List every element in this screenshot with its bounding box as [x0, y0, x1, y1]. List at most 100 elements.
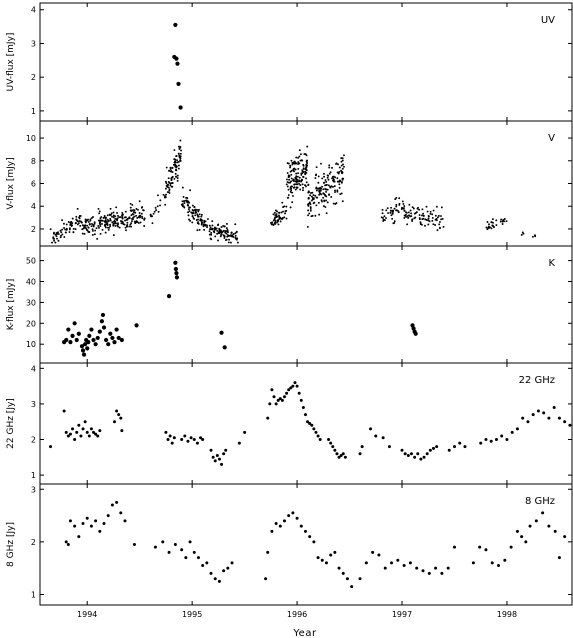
ytick-label-v: 2 — [31, 225, 36, 234]
data-point-v — [336, 189, 339, 192]
data-point-v — [425, 219, 428, 222]
data-point-v — [424, 218, 427, 221]
data-point-v — [116, 224, 119, 227]
data-point-v — [214, 227, 217, 230]
data-point-22-ghz — [484, 438, 488, 442]
data-point-v — [54, 241, 57, 244]
data-point-k — [101, 325, 107, 330]
data-point-v — [339, 180, 342, 183]
data-point-k — [173, 266, 178, 272]
data-point-v — [62, 222, 65, 225]
data-point-v — [84, 221, 87, 224]
data-point-22-ghz — [329, 441, 333, 445]
data-point-8-ghz — [217, 579, 221, 583]
data-point-v — [435, 205, 438, 208]
data-point-v — [53, 239, 56, 242]
data-point-v — [93, 222, 96, 225]
data-point-v — [151, 215, 154, 218]
data-point-v — [168, 189, 171, 192]
data-point-v — [327, 184, 330, 187]
data-point-v — [186, 197, 189, 199]
data-point-22-ghz — [542, 411, 546, 415]
ytick-label-22-ghz: 3 — [31, 400, 36, 409]
data-point-22-ghz — [316, 434, 320, 438]
data-point-22-ghz — [73, 438, 77, 442]
data-point-v — [226, 235, 229, 238]
data-point-v — [306, 225, 309, 228]
data-point-v — [340, 164, 343, 167]
data-point-22-ghz — [327, 438, 331, 442]
data-point-v — [282, 210, 284, 213]
data-point-v — [106, 214, 109, 217]
data-point-v — [99, 232, 102, 235]
data-point-v — [107, 220, 110, 223]
data-point-v — [124, 219, 126, 222]
data-point-v — [159, 199, 162, 202]
data-point-v — [111, 215, 113, 218]
data-point-22-ghz — [301, 405, 305, 409]
data-point-22-ghz — [479, 441, 483, 445]
data-point-v — [131, 213, 134, 215]
data-point-v — [232, 233, 235, 236]
panel-label-v: V — [548, 133, 555, 144]
data-point-v — [277, 219, 280, 222]
data-point-v — [173, 163, 176, 166]
data-point-k — [68, 340, 73, 345]
data-point-v — [236, 237, 239, 240]
data-point-v — [191, 204, 194, 207]
ytick-label-v: 8 — [31, 157, 36, 166]
data-point-22-ghz — [96, 434, 100, 438]
data-point-v — [410, 212, 413, 215]
data-point-v — [198, 208, 200, 211]
data-point-v — [231, 234, 234, 237]
data-point-v — [386, 207, 389, 210]
data-point-v — [187, 208, 190, 211]
data-point-v — [434, 214, 437, 217]
data-point-v — [299, 184, 302, 187]
data-point-v — [431, 213, 434, 216]
data-point-v — [142, 209, 145, 212]
data-point-v — [87, 226, 90, 229]
data-point-v — [109, 213, 112, 216]
data-point-v — [181, 200, 184, 203]
data-point-v — [193, 206, 196, 209]
data-point-v — [141, 217, 144, 220]
data-point-v — [315, 189, 318, 192]
data-point-22-ghz — [117, 413, 121, 417]
data-point-v — [134, 211, 137, 214]
data-point-v — [429, 212, 432, 215]
data-point-k — [85, 346, 90, 351]
data-point-v — [420, 223, 423, 226]
data-point-v — [85, 227, 88, 230]
data-point-v — [232, 235, 235, 238]
data-point-v — [298, 162, 301, 165]
data-point-22-ghz — [119, 416, 123, 420]
data-point-v — [129, 223, 132, 226]
data-point-v — [341, 167, 344, 170]
data-point-8-ghz — [337, 566, 341, 570]
data-point-v — [300, 173, 303, 176]
data-point-v — [500, 218, 503, 221]
data-point-v — [168, 191, 171, 194]
ytick-label-k: 40 — [26, 278, 36, 287]
data-point-22-ghz — [526, 420, 530, 424]
data-point-v — [279, 220, 282, 223]
data-point-v — [55, 235, 58, 238]
data-point-k — [87, 333, 92, 338]
panel-label-k: K — [548, 258, 555, 269]
data-point-v — [194, 214, 197, 217]
data-point-v — [137, 208, 139, 211]
data-point-v — [75, 218, 78, 221]
data-point-v — [488, 226, 491, 229]
data-point-v — [109, 219, 112, 222]
data-point-v — [95, 227, 98, 230]
data-point-v — [326, 176, 329, 179]
data-point-v — [421, 208, 424, 211]
data-point-v — [126, 225, 128, 228]
data-point-22-ghz — [201, 438, 205, 442]
data-point-22-ghz — [447, 448, 451, 452]
data-point-v — [295, 183, 298, 186]
data-point-v — [324, 184, 327, 187]
data-point-v — [225, 230, 228, 233]
data-point-v — [84, 218, 87, 221]
